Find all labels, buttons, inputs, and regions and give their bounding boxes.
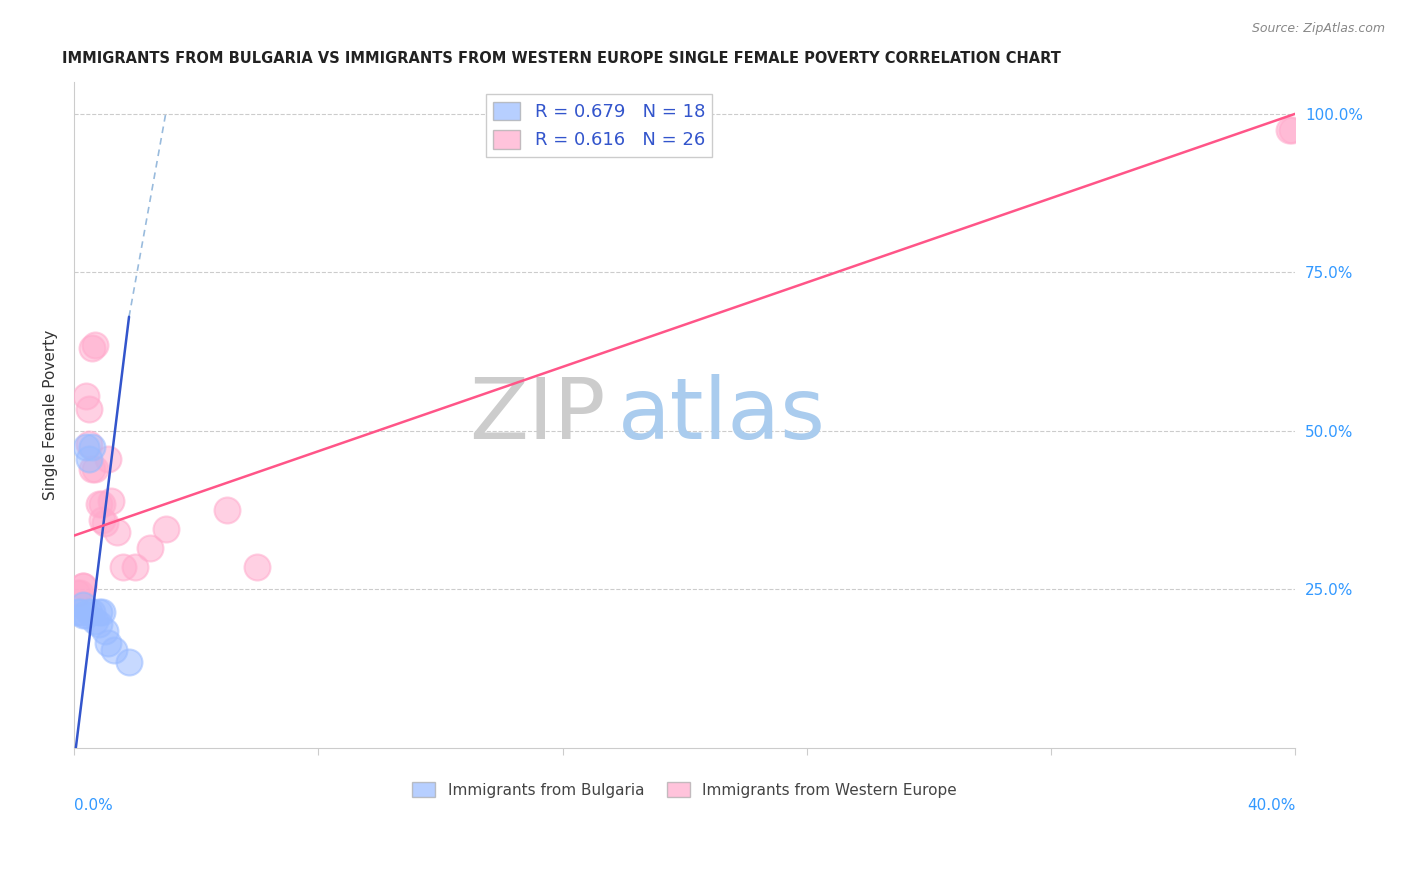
Point: [87, 617, 110, 632]
Point: [72, 599, 94, 613]
Point: [79, 401, 101, 416]
Point: [1278, 122, 1301, 136]
Point: [105, 525, 128, 540]
Point: [82, 342, 104, 356]
Text: 40.0%: 40.0%: [1247, 798, 1295, 813]
Y-axis label: Single Female Poverty: Single Female Poverty: [44, 330, 58, 500]
Point: [90, 513, 112, 527]
Legend: Immigrants from Bulgaria, Immigrants from Western Europe: Immigrants from Bulgaria, Immigrants fro…: [406, 775, 963, 804]
Point: [84, 462, 107, 476]
Point: [79, 605, 101, 619]
Point: [246, 560, 269, 574]
Point: [82, 440, 104, 454]
Point: [72, 579, 94, 593]
Point: [90, 605, 112, 619]
Point: [72, 607, 94, 622]
Point: [82, 462, 104, 476]
Point: [93, 624, 115, 638]
Point: [66, 585, 89, 599]
Point: [75, 389, 97, 403]
Point: [87, 605, 110, 619]
Point: [79, 436, 101, 450]
Point: [72, 579, 94, 593]
Point: [97, 452, 120, 467]
Text: ZIP: ZIP: [468, 374, 605, 457]
Point: [82, 605, 104, 619]
Point: [69, 585, 91, 599]
Point: [111, 560, 134, 574]
Point: [75, 607, 97, 622]
Point: [87, 497, 110, 511]
Point: [155, 522, 177, 536]
Point: [124, 560, 146, 574]
Point: [1281, 122, 1303, 136]
Point: [69, 605, 91, 619]
Point: [90, 497, 112, 511]
Point: [139, 541, 162, 556]
Point: [215, 503, 238, 517]
Point: [93, 516, 115, 530]
Point: [84, 338, 107, 352]
Point: [84, 614, 107, 628]
Point: [118, 656, 141, 670]
Point: [100, 493, 122, 508]
Point: [97, 636, 120, 650]
Text: Source: ZipAtlas.com: Source: ZipAtlas.com: [1251, 22, 1385, 36]
Point: [103, 642, 125, 657]
Text: atlas: atlas: [617, 374, 825, 457]
Point: [79, 452, 101, 467]
Text: 0.0%: 0.0%: [75, 798, 112, 813]
Point: [66, 605, 89, 619]
Text: IMMIGRANTS FROM BULGARIA VS IMMIGRANTS FROM WESTERN EUROPE SINGLE FEMALE POVERTY: IMMIGRANTS FROM BULGARIA VS IMMIGRANTS F…: [62, 51, 1060, 66]
Point: [75, 440, 97, 454]
